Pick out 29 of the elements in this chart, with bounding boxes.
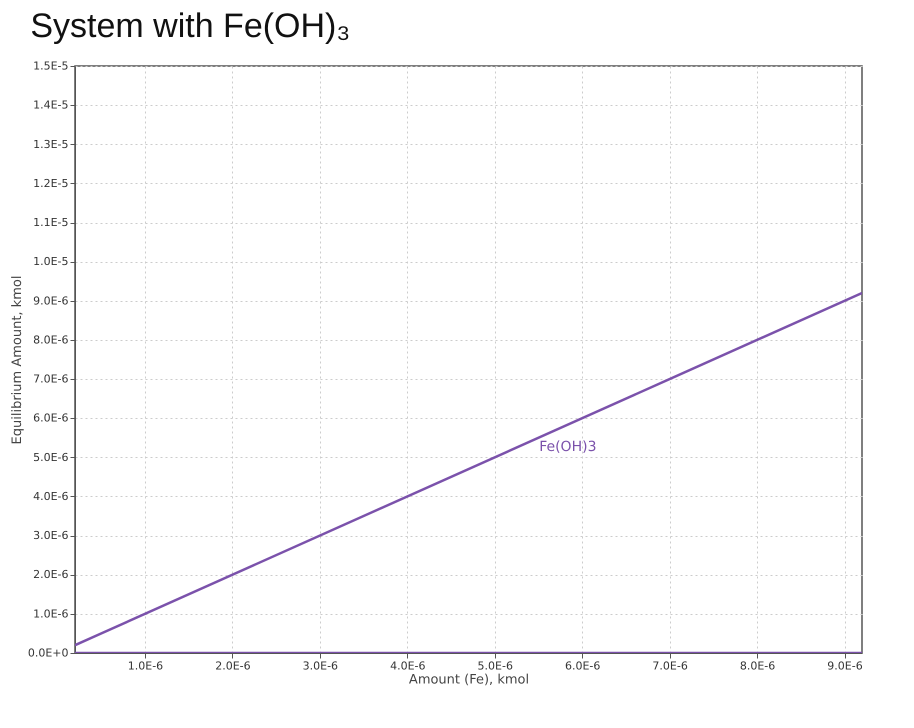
y-tick-label: 1.0E-5 bbox=[33, 255, 68, 268]
x-tick-label: 9.0E-6 bbox=[827, 660, 863, 672]
y-tick-label: 4.0E-6 bbox=[33, 490, 68, 503]
y-tick-label: 3.0E-6 bbox=[33, 529, 68, 542]
x-tick-label: 8.0E-6 bbox=[740, 660, 776, 672]
x-tick-label: 2.0E-6 bbox=[215, 660, 251, 672]
x-tick-label: 7.0E-6 bbox=[652, 660, 688, 672]
y-tick-label: 1.5E-5 bbox=[33, 60, 68, 72]
y-axis-title: Equilibrium Amount, kmol bbox=[10, 276, 25, 444]
x-tick-label: 4.0E-6 bbox=[390, 660, 426, 672]
chart-title: System with Fe(OH)₃ bbox=[30, 7, 350, 45]
y-tick-label: 2.0E-6 bbox=[33, 568, 68, 582]
y-tick-label: 1.1E-5 bbox=[33, 216, 68, 230]
y-tick-label: 9.0E-6 bbox=[33, 294, 68, 308]
y-tick-label: 6.0E-6 bbox=[33, 412, 68, 425]
y-tick-label: 1.3E-5 bbox=[33, 138, 68, 151]
series-label: Fe(OH)3 bbox=[539, 438, 596, 455]
x-axis-title: Amount (Fe), kmol bbox=[408, 672, 530, 688]
y-tick-label: 1.0E-6 bbox=[33, 607, 68, 620]
y-tick-label: 1.2E-5 bbox=[33, 176, 68, 190]
x-tick-label: 3.0E-6 bbox=[302, 660, 338, 672]
x-tick-label: 1.0E-6 bbox=[128, 660, 164, 672]
y-tick-label: 8.0E-6 bbox=[33, 333, 68, 346]
y-tick-label: 1.4E-5 bbox=[33, 98, 68, 112]
y-tick-label: 5.0E-6 bbox=[33, 450, 68, 464]
x-tick-label: 6.0E-6 bbox=[564, 660, 600, 672]
x-tick-label: 5.0E-6 bbox=[478, 660, 513, 672]
y-tick-label: 7.0E-6 bbox=[33, 372, 68, 386]
y-tick-label: 0.0E+0 bbox=[28, 646, 68, 660]
